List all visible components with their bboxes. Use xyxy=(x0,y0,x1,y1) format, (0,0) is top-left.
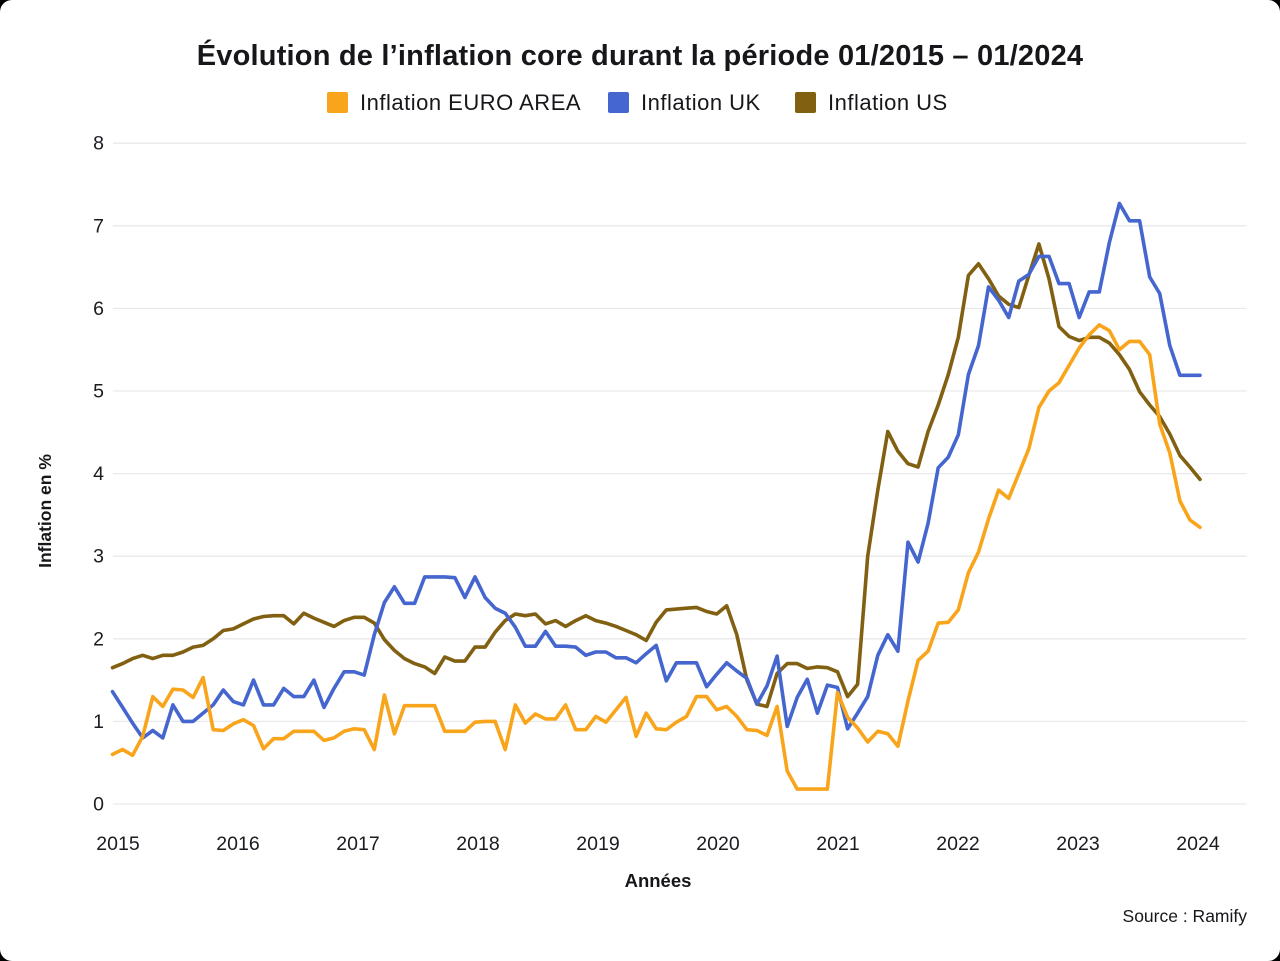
svg-text:2017: 2017 xyxy=(336,833,379,855)
svg-text:1: 1 xyxy=(93,711,104,733)
svg-text:2018: 2018 xyxy=(456,833,499,855)
svg-text:2024: 2024 xyxy=(1176,833,1220,855)
svg-text:4: 4 xyxy=(93,463,104,485)
svg-text:2021: 2021 xyxy=(816,833,859,855)
svg-text:7: 7 xyxy=(93,215,104,237)
svg-text:Inflation US: Inflation US xyxy=(828,90,948,115)
svg-text:Évolution de l’inflation core: Évolution de l’inflation core durant la … xyxy=(197,38,1084,72)
svg-text:2016: 2016 xyxy=(216,833,259,855)
svg-text:Inflation EURO AREA: Inflation EURO AREA xyxy=(360,90,581,115)
svg-text:2: 2 xyxy=(93,628,104,650)
svg-text:2015: 2015 xyxy=(96,833,140,855)
svg-text:0: 0 xyxy=(93,794,104,816)
svg-text:5: 5 xyxy=(93,381,104,403)
svg-text:2019: 2019 xyxy=(576,833,619,855)
svg-text:Inflation en %: Inflation en % xyxy=(35,454,55,568)
svg-text:2023: 2023 xyxy=(1056,833,1099,855)
svg-text:2022: 2022 xyxy=(936,833,979,855)
svg-text:2020: 2020 xyxy=(696,833,740,855)
svg-text:8: 8 xyxy=(93,133,104,155)
svg-text:Source : Ramify: Source : Ramify xyxy=(1123,906,1248,926)
svg-text:Années: Années xyxy=(625,870,692,891)
svg-text:6: 6 xyxy=(93,298,104,320)
svg-text:Inflation UK: Inflation UK xyxy=(641,90,761,115)
svg-text:3: 3 xyxy=(93,546,104,568)
